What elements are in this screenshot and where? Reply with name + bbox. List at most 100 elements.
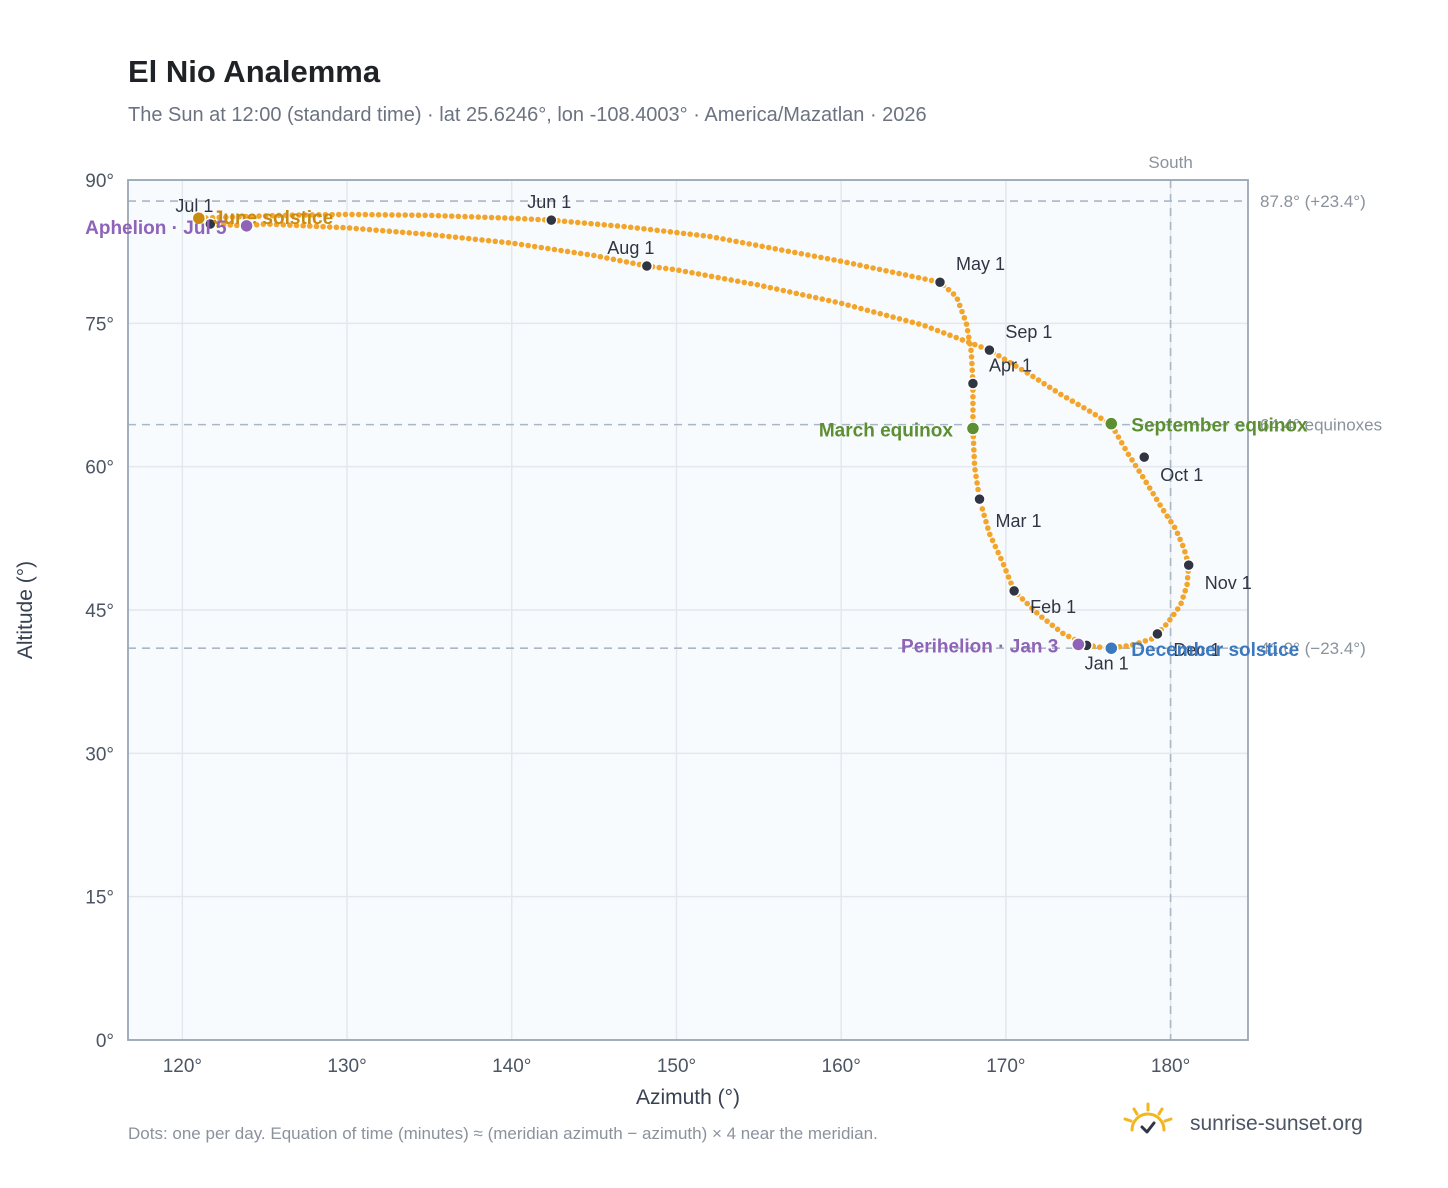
analemma-day-dot <box>269 212 276 219</box>
analemma-day-dot <box>1174 530 1181 537</box>
analemma-day-dot <box>1024 370 1031 376</box>
analemma-day-dot <box>293 222 300 229</box>
analemma-day-dot <box>1019 596 1026 602</box>
analemma-day-dot <box>227 222 234 228</box>
analemma-day-dot <box>296 212 302 218</box>
analemma-day-dot <box>1125 451 1132 458</box>
analemma-day-dot <box>812 294 819 301</box>
event-marker-label: September equinox <box>1131 416 1308 437</box>
analemma-day-dot <box>627 224 634 231</box>
analemma-day-dot <box>987 531 993 538</box>
analemma-day-dot <box>289 212 296 218</box>
analemma-day-dot <box>462 213 468 220</box>
analemma-day-dot <box>876 266 883 273</box>
analemma-day-dot <box>695 271 702 277</box>
analemma-day-dot <box>623 259 630 265</box>
x-axis-label: Azimuth (°) <box>636 1086 740 1109</box>
analemma-day-dot <box>761 283 767 290</box>
month-marker <box>204 217 217 231</box>
analemma-day-dot <box>1115 434 1122 440</box>
analemma-day-dot <box>267 221 273 227</box>
analemma-day-dot <box>382 212 389 218</box>
month-marker <box>1151 627 1164 641</box>
analemma-day-dot <box>229 214 236 220</box>
analemma-day-dot <box>428 212 435 219</box>
month-marker-label: Sep 1 <box>1005 322 1052 342</box>
analemma-day-dot <box>720 236 726 242</box>
analemma-day-dot <box>970 407 976 413</box>
analemma-day-dot <box>970 440 977 447</box>
analemma-day-dot <box>687 231 693 237</box>
analemma-day-dot <box>455 213 462 220</box>
analemma-day-dot <box>452 234 459 240</box>
analemma-day-dot <box>896 316 903 322</box>
analemma-day-dot <box>379 227 386 234</box>
analemma-day-dot <box>752 242 759 248</box>
month-marker-label: Mar 1 <box>996 511 1042 531</box>
analemma-day-dot <box>971 453 977 460</box>
analemma-day-dot <box>1018 366 1025 373</box>
analemma-day-dot <box>983 518 989 525</box>
analemma-day-dot <box>947 332 953 339</box>
analemma-day-dot <box>262 213 269 219</box>
analemma-day-dot <box>395 212 402 218</box>
analemma-day-dot <box>845 302 851 308</box>
analemma-day-dot <box>1174 606 1181 612</box>
analemma-day-dot <box>708 273 715 280</box>
analemma-day-dot <box>890 314 896 320</box>
analemma-day-dot <box>1065 633 1072 640</box>
analemma-day-dot <box>485 237 492 244</box>
analemma-day-dot <box>1000 561 1007 568</box>
analemma-day-dot <box>953 334 959 341</box>
analemma-day-dot <box>1178 600 1184 607</box>
analemma-day-dot <box>896 270 902 277</box>
analemma-day-dot <box>1030 373 1036 380</box>
analemma-day-dot <box>406 230 413 236</box>
x-tick-label: 160° <box>822 1056 861 1077</box>
analemma-day-dot <box>654 227 660 234</box>
analemma-day-dot <box>1177 536 1183 543</box>
analemma-day-dot <box>979 506 986 512</box>
analemma-day-dot <box>870 265 876 271</box>
analemma-day-dot <box>972 341 978 348</box>
analemma-day-dot <box>617 257 623 264</box>
analemma-day-dot <box>322 211 329 218</box>
analemma-day-dot <box>360 226 366 232</box>
x-tick-label: 150° <box>657 1056 696 1077</box>
analemma-day-dot <box>571 249 577 256</box>
analemma-day-dot <box>1164 513 1171 520</box>
analemma-day-dot <box>961 315 968 321</box>
analemma-day-dot <box>992 543 999 550</box>
analemma-day-dot <box>488 214 495 221</box>
analemma-day-dot <box>508 215 515 222</box>
analemma-day-dot <box>479 237 485 243</box>
analemma-day-dot <box>909 319 916 326</box>
analemma-day-dot <box>1132 462 1139 469</box>
analemma-day-dot <box>772 245 779 252</box>
analemma-day-dot <box>1044 618 1050 624</box>
analemma-day-dot <box>965 334 972 341</box>
analemma-day-dot <box>1081 404 1087 411</box>
analemma-day-dot <box>220 221 227 228</box>
month-marker <box>973 492 986 506</box>
analemma-day-dot <box>959 308 965 315</box>
analemma-day-dot <box>521 216 528 222</box>
analemma-day-dot <box>1184 581 1190 588</box>
analemma-day-dot <box>971 447 977 453</box>
x-tick-label: 120° <box>163 1056 202 1077</box>
analemma-day-dot <box>1001 356 1008 363</box>
analemma-day-dot <box>973 473 979 480</box>
chart-title: El Nio Analemma <box>128 54 381 89</box>
analemma-day-dot <box>902 272 909 278</box>
event-marker-label: Aphelion · Jul 5 <box>85 218 227 239</box>
brand-link[interactable]: sunrise-sunset.org <box>1120 1100 1390 1150</box>
event-marker <box>1104 640 1119 656</box>
analemma-day-dot <box>693 232 700 238</box>
analemma-day-dot <box>300 222 306 229</box>
analemma-day-dot <box>806 293 813 300</box>
analemma-day-dot <box>1039 614 1045 620</box>
analemma-day-dot <box>680 230 687 237</box>
analemma-day-dot <box>1129 457 1135 463</box>
analemma-day-dot <box>954 296 961 302</box>
analemma-day-dot <box>989 537 996 544</box>
